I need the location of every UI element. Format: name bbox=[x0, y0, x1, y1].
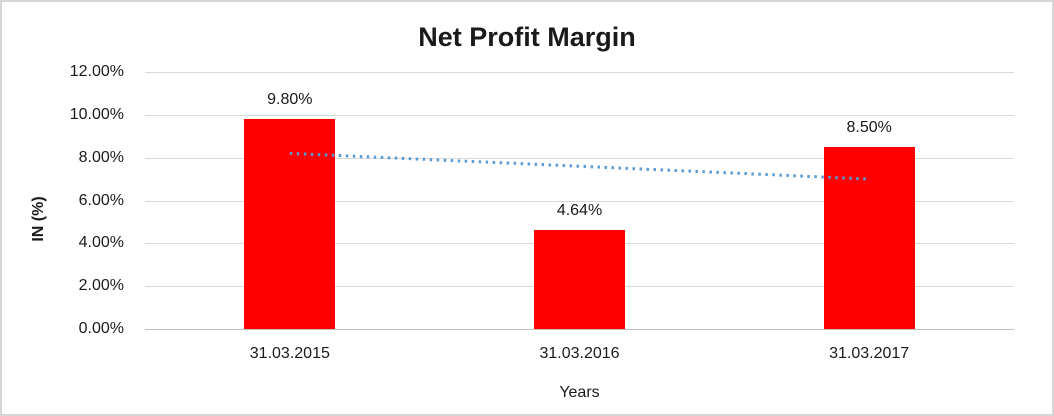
x-category-label: 31.03.2017 bbox=[829, 345, 910, 362]
gridline bbox=[145, 114, 1014, 116]
y-tick-label: 2.00% bbox=[78, 277, 124, 295]
bar-data-label: 4.64% bbox=[556, 201, 603, 219]
gridline bbox=[145, 72, 1014, 73]
bar-data-label: 8.50% bbox=[846, 118, 892, 136]
y-tick-label: 6.00% bbox=[78, 191, 124, 209]
x-axis-title: Years bbox=[559, 384, 600, 401]
bar-data-label: 9.80% bbox=[267, 91, 313, 109]
gridline bbox=[145, 200, 1014, 202]
y-tick-label: 12.00% bbox=[69, 63, 124, 80]
gridline bbox=[145, 157, 1014, 159]
bar bbox=[534, 229, 625, 329]
x-category-label: 31.03.2016 bbox=[539, 345, 620, 362]
bar bbox=[823, 146, 915, 329]
y-tick-label: 0.00% bbox=[78, 320, 124, 337]
y-tick-label: 4.00% bbox=[78, 234, 124, 252]
chart-title: Net Profit Margin bbox=[418, 22, 636, 52]
y-tick-label: 10.00% bbox=[69, 105, 124, 123]
x-category-label: 31.03.2015 bbox=[249, 345, 330, 362]
trendline-segment bbox=[289, 151, 870, 181]
gridline bbox=[145, 329, 1014, 330]
y-tick-label: 8.00% bbox=[78, 148, 124, 166]
trendline bbox=[289, 151, 870, 181]
